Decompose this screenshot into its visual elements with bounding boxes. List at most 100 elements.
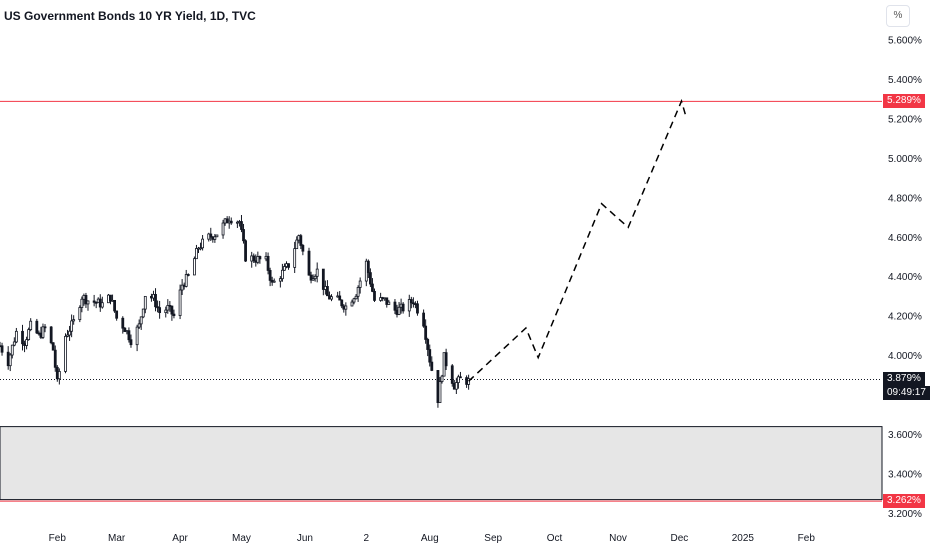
candle-26 [72,315,76,325]
candle-body [352,298,356,303]
candle-body [438,381,442,404]
candle-42 [121,316,125,334]
candle-body [281,269,284,280]
candle-70 [199,242,202,251]
candle-body [407,299,411,312]
chart-title: US Government Bonds 10 YR Yield, 1D, TVC [4,9,256,23]
candle-body [184,274,188,287]
candle-114 [326,280,329,297]
candle-141 [401,302,405,314]
candle-body [454,382,458,390]
candle-86 [244,239,247,262]
candle-75 [213,233,217,243]
x-tick-label-5: 2 [364,533,370,544]
candle-body [84,295,88,305]
y-tick-label-6: 4.400% [888,272,922,283]
candle-body [80,298,84,308]
candle-136 [387,299,391,305]
candle-63 [180,279,184,295]
candle-body [242,229,245,242]
x-tick-label-2: Apr [172,533,188,544]
candle-58 [166,299,170,314]
candle-body [311,278,315,281]
candle-body [127,330,131,341]
y-tick-label-8: 4.800% [888,193,922,204]
candle-36 [100,296,104,309]
candle-81 [229,217,233,225]
candle-7 [21,324,24,351]
candle-body [309,274,313,281]
candle-body [459,376,462,379]
candle-body [193,258,196,276]
candle-body [244,240,247,262]
y-tick-label-0: 3.200% [888,509,922,520]
candle-body [109,294,112,301]
y-tick-label-12: 5.600% [888,36,922,47]
y-tick-label-9: 5.000% [888,154,922,165]
unit-toggle-button[interactable]: % [886,5,910,27]
candle-body [86,300,90,305]
candle-body [57,371,61,380]
candle-body [68,330,71,336]
candle-body [209,233,213,238]
candle-body [115,310,119,319]
candle-body [72,319,76,322]
candle-body [21,330,24,345]
candle-body [393,301,397,311]
candle-body [295,239,299,250]
candle-body [201,238,204,249]
candle-body [27,329,31,340]
candle-body [8,354,12,367]
candle-body [315,268,319,277]
x-tick-label-11: 2025 [732,533,755,544]
candle-151 [430,356,434,372]
candle-144 [411,297,415,308]
bar-countdown-badge: 09:49:17 [883,386,930,401]
candle-124 [354,294,358,300]
candle-19 [53,345,57,372]
candle-body [64,335,67,372]
candle-body [41,326,45,338]
candle-body [43,326,47,329]
candle-40 [113,299,116,313]
candle-body [158,307,162,314]
candle-43 [123,327,127,332]
candle-45 [127,327,131,343]
candle-1 [0,342,4,356]
candle-24 [68,325,71,341]
candle-body [10,344,14,356]
candle-body [368,272,372,285]
candle-147 [422,309,426,328]
candle-96 [272,278,276,283]
candle-body [440,375,444,382]
candle-143 [409,296,413,309]
candle-66 [186,273,190,277]
x-tick-label-0: Feb [49,533,67,544]
candle-body [221,222,225,236]
candle-body [258,256,262,260]
candle-91 [258,255,262,264]
candle-46 [129,334,133,348]
candle-body [344,305,348,310]
candle-62 [178,284,182,320]
current-price-badge: 3.879% [883,372,925,387]
time-axis[interactable]: Feb Mar Apr May Jun 2 Aug Sep Oct Nov Dec 2025 Feb [49,533,816,544]
candle-137 [393,299,397,315]
candle-body [92,300,96,303]
y-tick-label-4: 4.000% [888,351,922,362]
candle-body [70,320,74,332]
support-zone [0,426,883,501]
candle-body [229,220,233,224]
lower-level-price-badge: 3.262% [883,494,925,509]
candle-154 [440,374,444,384]
candle-108 [309,271,313,284]
candle-107 [307,247,311,276]
candle-body [321,268,325,290]
candle-111 [315,262,319,283]
candle-99 [283,263,286,271]
candle-11 [29,318,33,332]
candle-body [287,263,290,268]
candle-159 [454,377,458,394]
candle-106 [301,243,305,256]
